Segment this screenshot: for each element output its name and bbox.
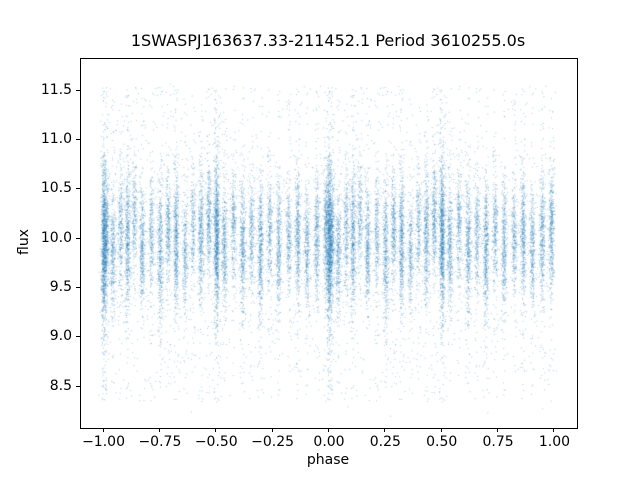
x-tick-mark [158, 428, 160, 432]
x-tick-label: 0.00 [313, 434, 345, 450]
x-tick-mark [440, 428, 442, 432]
y-tick-label: 10.5 [40, 180, 72, 197]
x-tick-mark [271, 428, 273, 432]
y-tick-mark [76, 138, 80, 140]
y-tick-mark [76, 237, 80, 239]
y-tick-mark [76, 336, 80, 338]
y-tick-mark [76, 188, 80, 190]
y-tick-mark [76, 385, 80, 387]
y-tick-mark [76, 286, 80, 288]
x-tick-mark [384, 428, 386, 432]
x-tick-label: 0.50 [426, 434, 458, 450]
chart-title: 1SWASPJ163637.33-211452.1 Period 3610255… [130, 31, 526, 50]
x-tick-mark [497, 428, 499, 432]
x-tick-label: 1.00 [538, 434, 571, 450]
plot-area [80, 58, 578, 429]
x-tick-mark [328, 428, 329, 432]
y-tick-mark [76, 89, 80, 91]
y-tick-label: 8.5 [49, 377, 72, 394]
y-tick-label: 11.5 [40, 81, 72, 98]
x-tick-label: −1.00 [82, 434, 125, 450]
x-tick-mark [553, 428, 555, 432]
x-tick-label: −0.50 [194, 434, 238, 450]
x-tick-label: −0.75 [138, 434, 182, 450]
y-tick-label: 9.0 [49, 328, 72, 345]
x-tick-mark [215, 428, 217, 432]
x-axis-label: phase [306, 452, 350, 468]
y-tick-label: 11.0 [40, 130, 72, 147]
y-tick-label: 10.0 [40, 229, 72, 246]
scatter-canvas [81, 59, 577, 428]
y-tick-label: 9.5 [49, 278, 72, 295]
x-tick-label: 0.75 [482, 434, 514, 450]
x-tick-mark [102, 428, 104, 432]
x-tick-label: 0.25 [369, 434, 401, 450]
x-tick-label: −0.25 [251, 434, 295, 450]
